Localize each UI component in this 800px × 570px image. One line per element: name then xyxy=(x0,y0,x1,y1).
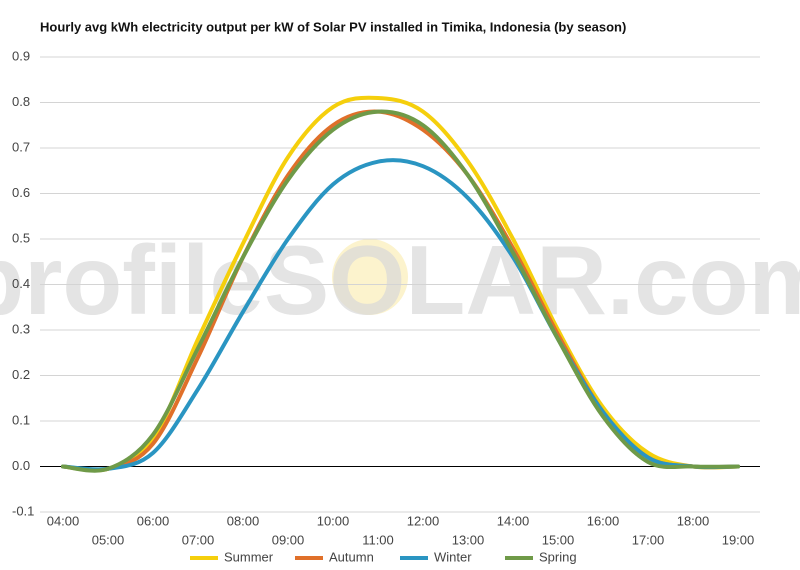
x-tick-label: 12:00 xyxy=(407,513,440,528)
y-tick-label: 0.7 xyxy=(12,139,30,154)
x-tick-label: 10:00 xyxy=(317,513,350,528)
y-tick-label: -0.1 xyxy=(12,503,34,518)
y-tick-label: 0.4 xyxy=(12,276,30,291)
x-tick-label: 14:00 xyxy=(497,513,530,528)
x-tick-label: 05:00 xyxy=(92,532,125,547)
x-tick-label: 16:00 xyxy=(587,513,620,528)
y-tick-label: 0.2 xyxy=(12,367,30,382)
x-tick-label: 19:00 xyxy=(722,532,755,547)
x-tick-label: 13:00 xyxy=(452,532,485,547)
y-tick-label: 0.1 xyxy=(12,412,30,427)
x-tick-label: 09:00 xyxy=(272,532,305,547)
x-tick-label: 08:00 xyxy=(227,513,260,528)
x-tick-label: 11:00 xyxy=(362,532,394,547)
y-tick-label: 0.5 xyxy=(12,230,30,245)
y-tick-label: 0.8 xyxy=(12,94,30,109)
watermark: profileSOLAR.com xyxy=(0,225,800,335)
x-tick-label: 04:00 xyxy=(47,513,80,528)
legend-label: Summer xyxy=(224,549,274,564)
legend-label: Spring xyxy=(539,549,577,564)
legend-label: Winter xyxy=(434,549,472,564)
y-tick-label: 0.6 xyxy=(12,185,30,200)
chart-title: Hourly avg kWh electricity output per kW… xyxy=(40,19,626,34)
legend-label: Autumn xyxy=(329,549,374,564)
x-tick-label: 06:00 xyxy=(137,513,170,528)
series-line xyxy=(61,158,740,472)
x-tick-label: 07:00 xyxy=(182,532,215,547)
y-tick-label: 0.9 xyxy=(12,48,30,63)
y-tick-label: 0.0 xyxy=(12,458,30,473)
y-tick-label: 0.3 xyxy=(12,321,30,336)
x-tick-label: 17:00 xyxy=(632,532,665,547)
series-line xyxy=(61,109,740,473)
x-tick-label: 15:00 xyxy=(542,532,575,547)
watermark-sun xyxy=(332,239,408,315)
x-tick-label: 18:00 xyxy=(677,513,710,528)
